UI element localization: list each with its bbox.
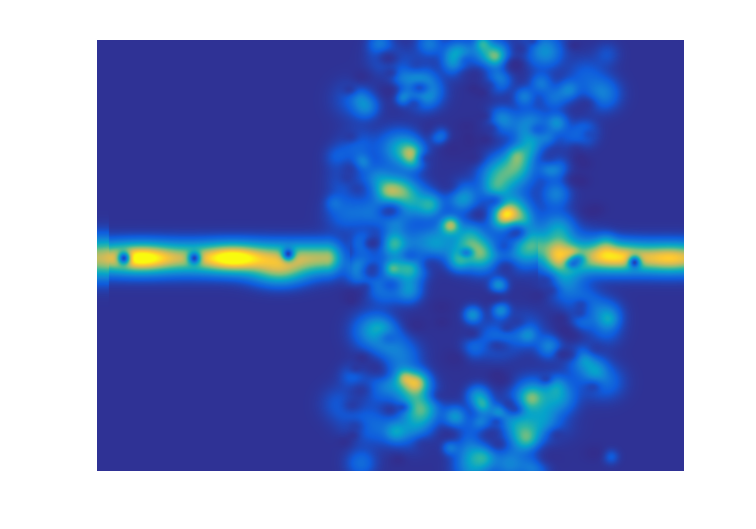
heatmap-field — [97, 40, 684, 471]
heatmap-canvas — [97, 40, 684, 471]
